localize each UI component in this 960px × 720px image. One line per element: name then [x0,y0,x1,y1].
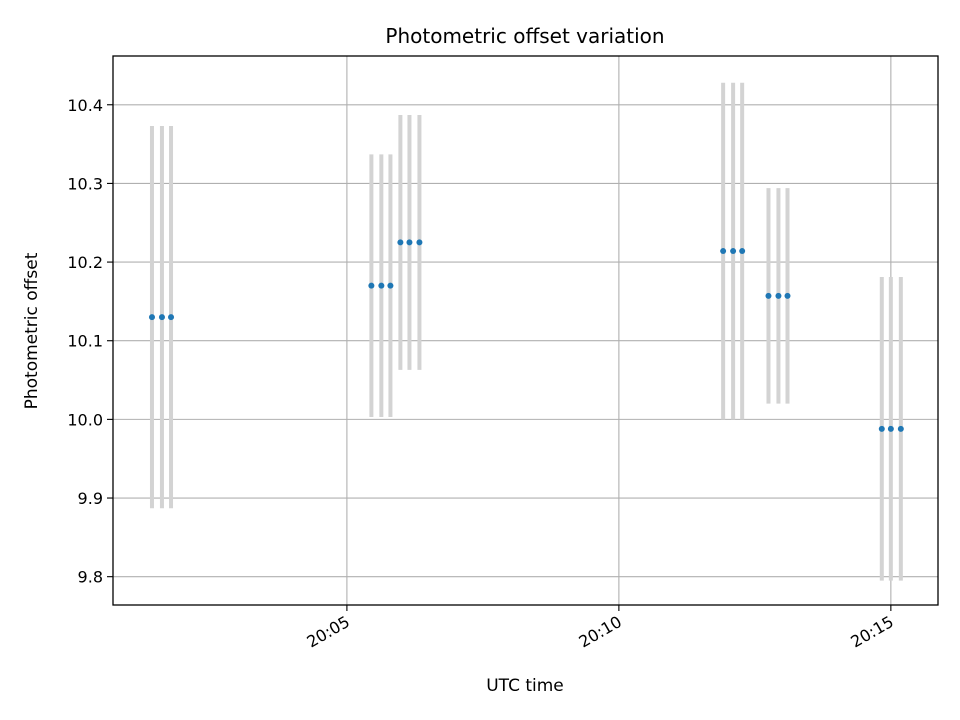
y-tick-label: 9.8 [78,568,103,587]
data-point [784,292,791,299]
y-tick-label: 10.4 [67,96,103,115]
data-point [416,239,423,246]
data-point [148,314,155,321]
chart-title: Photometric offset variation [385,24,664,48]
data-point [730,248,737,255]
x-axis-label: UTC time [486,676,564,696]
grid [113,56,938,605]
data-point [168,314,175,321]
data-point [158,314,165,321]
data-point [368,282,375,289]
data-point [765,292,772,299]
plot-frame [112,55,939,606]
data-point [387,282,394,289]
y-tick-label: 10.3 [67,174,103,193]
y-tick-label: 9.9 [78,489,103,508]
data-point [775,292,782,299]
data-points [148,239,904,432]
data-point [897,425,904,432]
data-point [397,239,404,246]
y-axis-ticks: 9.8 9.9 10.0 10.1 10.2 10.3 10.4 [67,96,113,587]
y-axis-label: Photometric offset [22,252,42,409]
y-tick-label: 10.1 [67,332,103,351]
y-tick-label: 10.0 [67,410,103,429]
data-point [887,425,894,432]
data-point [878,425,885,432]
data-point [739,248,746,255]
data-point [406,239,413,246]
data-point [378,282,385,289]
data-point [720,248,727,255]
y-tick-label: 10.2 [67,253,103,272]
